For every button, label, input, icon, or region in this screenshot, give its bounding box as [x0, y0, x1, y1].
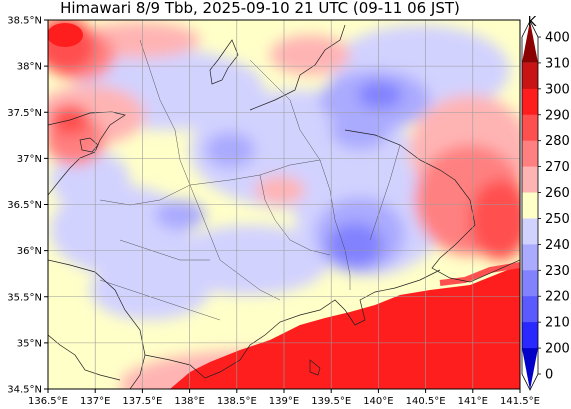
colorbar-level-label: 290	[545, 108, 570, 123]
lon-tick-label: 140.5°E	[406, 396, 446, 407]
prefecture-borders	[99, 39, 401, 321]
colorbar: 400 310 300 290 280 270 260 250 240 230 220 210 200 0	[521, 20, 570, 391]
lon-tick-label: 136.5°E	[28, 396, 68, 407]
colorbar-segment	[522, 62, 538, 90]
lon-tick-label: 138.5°E	[217, 396, 257, 407]
tbb-field	[48, 20, 520, 389]
colorbar-level-label: 270	[545, 160, 570, 175]
colorbar-segment	[522, 296, 538, 323]
lat-tick-label: 38.5°N	[7, 16, 42, 27]
colorbar-segment	[522, 88, 538, 116]
map-title: Himawari 8/9 Tbb, 2025-09-10 21 UTC (09-…	[60, 0, 460, 17]
colorbar-level-label: 280	[545, 134, 570, 149]
lon-tick-label: 139.5°E	[311, 396, 351, 407]
colorbar-unit: K	[528, 15, 537, 30]
lat-tick-label: 35.5°N	[7, 292, 42, 303]
coastline	[48, 24, 520, 389]
colorbar-level-label: 220	[545, 290, 570, 305]
graticule	[48, 20, 520, 389]
colorbar-segment	[522, 21, 538, 63]
colorbar-segment	[522, 348, 538, 390]
lon-tick-label: 141°E	[458, 396, 488, 407]
colorbar-level-label: 310	[545, 56, 570, 71]
lon-tick-label: 140°E	[363, 396, 393, 407]
lat-tick-label: 34.5°N	[7, 385, 42, 396]
lon-tick-label: 139°E	[269, 396, 299, 407]
lon-tick-label: 138°E	[174, 396, 204, 407]
lat-tick-label: 37.5°N	[7, 108, 42, 119]
colorbar-level-label: 230	[545, 264, 570, 279]
colorbar-level-label: 300	[545, 82, 570, 97]
colorbar-level-label: 200	[545, 342, 570, 357]
lat-tick-label: 37°N	[17, 154, 42, 165]
colorbar-level-label: 240	[545, 238, 570, 253]
colorbar-level-label: 210	[545, 316, 570, 331]
colorbar-segment	[522, 192, 538, 219]
colorbar-segment	[522, 218, 538, 245]
colorbar-level-label: 260	[545, 186, 570, 201]
latitude-axis: 38.5°N 38°N 37.5°N 37°N 36.5°N 36°N 35.5°N 35°N…	[7, 16, 48, 396]
colorbar-segment	[522, 140, 538, 168]
lat-tick-label: 38°N	[17, 62, 42, 73]
lon-tick-label: 141.5°E	[500, 396, 540, 407]
lat-tick-label: 36°N	[17, 246, 42, 257]
colorbar-level-label: 400	[545, 31, 570, 46]
lon-tick-label: 137°E	[80, 396, 110, 407]
colorbar-segment	[522, 244, 538, 271]
lat-tick-label: 36.5°N	[7, 200, 42, 211]
colorbar-segment	[522, 166, 538, 193]
longitude-axis: 136.5°E 137°E 137.5°E 138°E 138.5°E 139°E 139.…	[28, 389, 540, 407]
colorbar-segment	[522, 322, 538, 349]
colorbar-level-label: 250	[545, 212, 570, 227]
lon-tick-label: 137.5°E	[122, 396, 162, 407]
colorbar-level-label: 0	[545, 368, 553, 383]
lat-tick-label: 35°N	[17, 338, 42, 349]
colorbar-segment	[522, 114, 538, 142]
colorbar-segment	[522, 270, 538, 297]
